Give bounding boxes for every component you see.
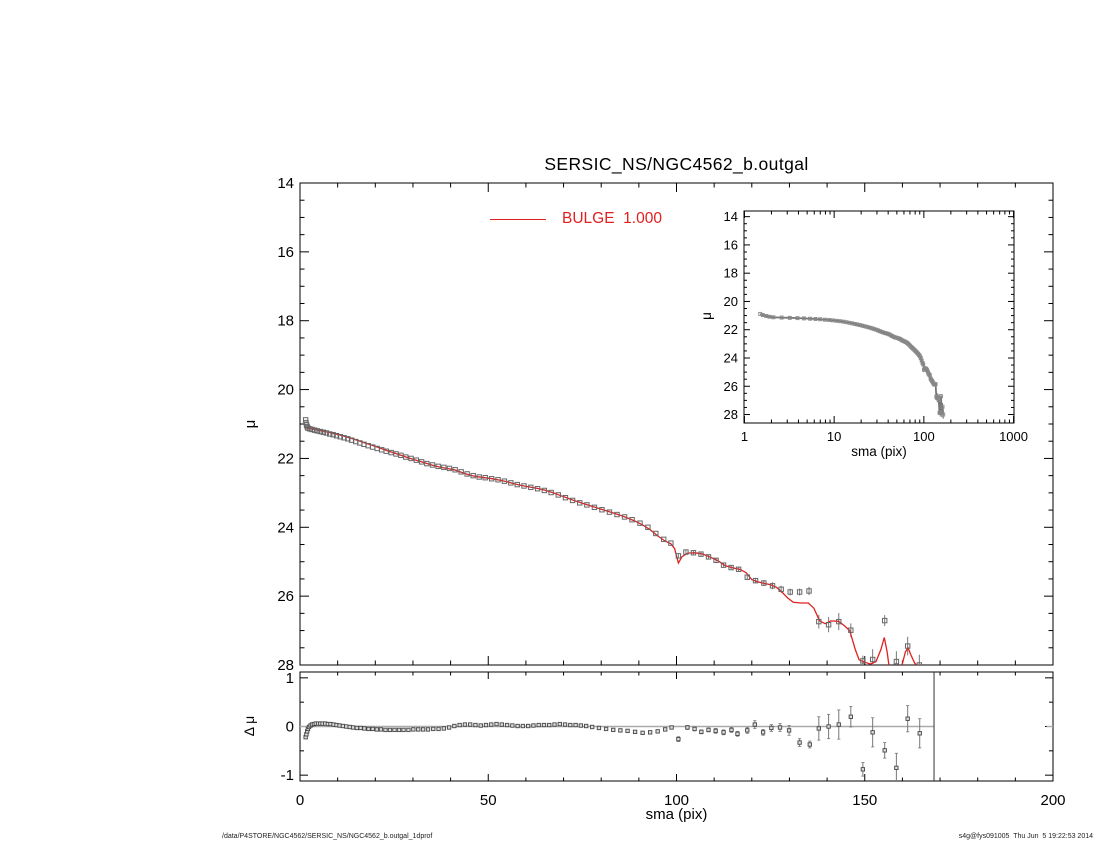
svg-text:50: 50 xyxy=(480,792,497,809)
svg-text:24: 24 xyxy=(724,350,738,365)
svg-text:14: 14 xyxy=(277,175,294,192)
svg-text:28: 28 xyxy=(277,657,294,674)
plot-title: SERSIC_NS/NGC4562_b.outgal xyxy=(544,154,809,174)
svg-text:16: 16 xyxy=(277,244,294,261)
main-plot-axes xyxy=(299,182,1054,666)
svg-text:150: 150 xyxy=(852,792,877,809)
svg-text:100: 100 xyxy=(913,429,935,444)
legend-label: BULGE 1.000 xyxy=(562,210,662,227)
svg-text:1: 1 xyxy=(741,429,748,444)
main-y-tick-labels: 14 16 18 20 22 24 26 28 xyxy=(277,175,294,674)
footer-user-timestamp: s4g@fys091005 Thu Jun 5 19:22:53 2014 xyxy=(958,833,1093,840)
svg-text:20: 20 xyxy=(724,294,738,309)
svg-text:18: 18 xyxy=(724,266,738,281)
svg-text:28: 28 xyxy=(724,407,738,422)
inset-plot-axes xyxy=(743,210,1015,424)
svg-text:0: 0 xyxy=(296,792,304,809)
svg-text:26: 26 xyxy=(724,379,738,394)
residual-data-series xyxy=(300,672,1053,781)
svg-text:0: 0 xyxy=(286,719,294,736)
bulge-model-line xyxy=(305,426,918,665)
svg-text:1: 1 xyxy=(286,670,294,687)
svg-text:24: 24 xyxy=(277,519,294,536)
legend-model-line xyxy=(490,219,546,220)
svg-text:-1: -1 xyxy=(281,767,294,784)
residual-tick-labels: 10-10 50 100 150 200 xyxy=(281,670,1066,809)
main-data-series xyxy=(302,417,923,665)
svg-text:22: 22 xyxy=(277,450,294,467)
svg-text:10: 10 xyxy=(827,429,841,444)
svg-text:14: 14 xyxy=(724,209,738,224)
inset-data-series xyxy=(758,311,946,419)
x-axis-label: sma (pix) xyxy=(645,806,708,823)
inset-x-axis-label: sma (pix) xyxy=(851,444,907,459)
svg-text:18: 18 xyxy=(277,313,294,330)
svg-text:20: 20 xyxy=(277,382,294,399)
svg-text:1000: 1000 xyxy=(999,429,1028,444)
svg-text:100: 100 xyxy=(664,792,689,809)
svg-text:16: 16 xyxy=(724,237,738,252)
footer-file-path: /data/P4STORE/NGC4562/SERSIC_NS/NGC4562_… xyxy=(222,833,433,840)
svg-text:200: 200 xyxy=(1040,792,1065,809)
svg-text:22: 22 xyxy=(724,322,738,337)
svg-text:26: 26 xyxy=(277,588,294,605)
inset-tick-labels: 14 16 18 20 22 24 26 281 10 100 1000 xyxy=(724,209,1028,444)
